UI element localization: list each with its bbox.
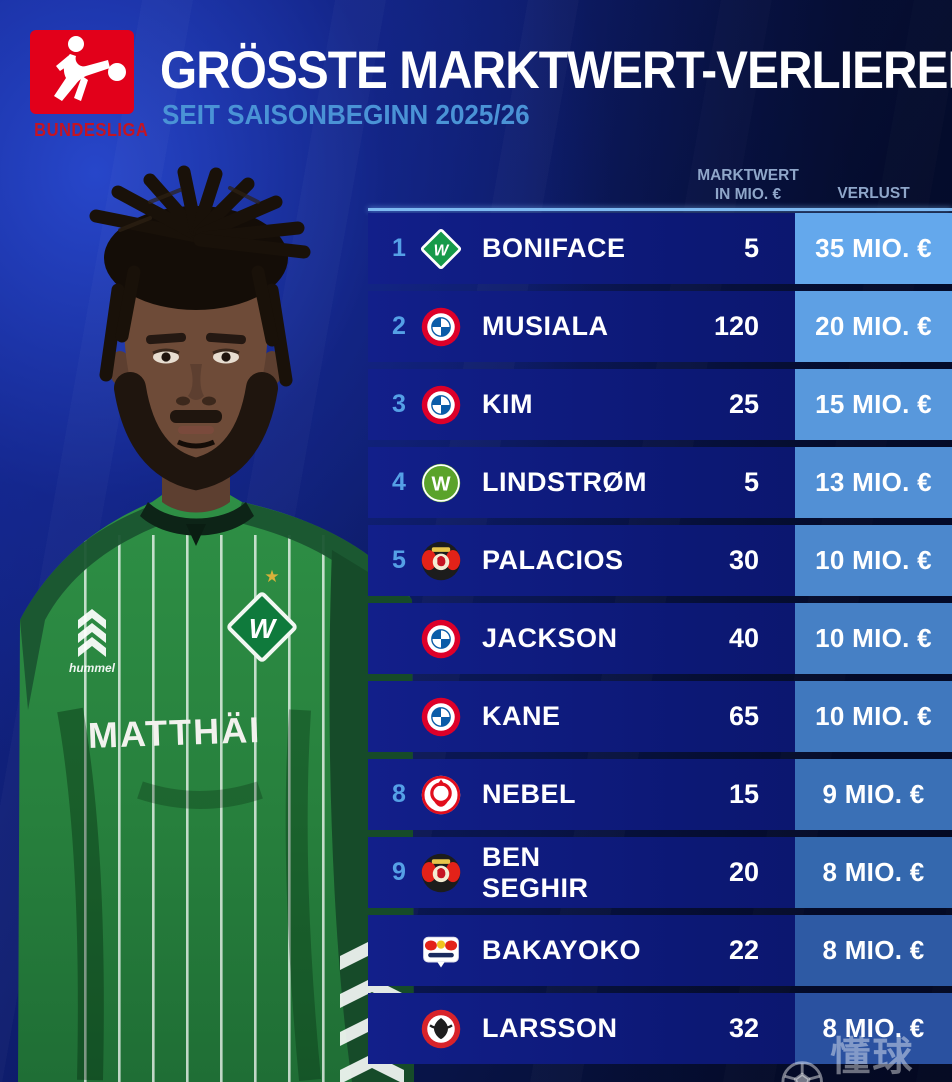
market-value: 15 <box>728 779 759 809</box>
football-icon <box>781 1061 823 1082</box>
bayern-muenchen-logo-icon <box>412 695 470 739</box>
hummel-logo-icon: hummel <box>69 609 116 675</box>
table-row: 5 PALACIOS 30 10 MIO. € <box>368 525 952 596</box>
watermark: 懂球帝 <box>780 1024 952 1082</box>
page-title: GRÖSSTE MARKTWERT-VERLIERER <box>160 41 952 100</box>
table-rows: 1 W BONIFACE 5 35 MIO. € 2 MUSIALA 120 2… <box>368 213 952 1064</box>
market-value: 40 <box>728 623 759 653</box>
player-name: KIM <box>482 389 533 419</box>
market-value: 20 <box>728 857 759 887</box>
svg-text:W: W <box>431 473 450 495</box>
player-name: NEBEL <box>482 779 577 809</box>
table-row: 2 MUSIALA 120 20 MIO. € <box>368 291 952 362</box>
loss-cell: 20 MIO. € <box>795 291 952 362</box>
market-value: 65 <box>728 701 759 731</box>
player-name: MUSIALA <box>482 311 609 341</box>
rb-leipzig-logo-icon <box>412 929 470 973</box>
eintracht-frankfurt-logo-icon <box>412 1007 470 1051</box>
loss-cell: 13 MIO. € <box>795 447 952 518</box>
bayern-muenchen-logo-icon <box>412 617 470 661</box>
market-value-table: MARKTWERT IN MIO. € VERLUST 1 W BONIFACE… <box>368 166 952 1064</box>
market-value: 25 <box>728 389 759 419</box>
vfl-wolfsburg-logo-icon: W <box>412 461 470 505</box>
table-row: KANE 65 10 MIO. € <box>368 681 952 752</box>
player-name: JACKSON <box>482 623 618 653</box>
werder-bremen-logo-icon: W <box>412 227 470 271</box>
loss-cell: 8 MIO. € <box>795 837 952 908</box>
svg-text:W: W <box>249 613 278 644</box>
table-row: 4 W LINDSTRØM 5 13 MIO. € <box>368 447 952 518</box>
werder-badge-icon: ★ W <box>227 567 297 662</box>
dreadlocks <box>89 165 311 387</box>
jersey-collar <box>140 502 254 536</box>
table-row: 1 W BONIFACE 5 35 MIO. € <box>368 213 952 284</box>
table-header: MARKTWERT IN MIO. € VERLUST <box>368 166 952 208</box>
loss-cell: 9 MIO. € <box>795 759 952 830</box>
player-name: PALACIOS <box>482 545 624 575</box>
market-value: 22 <box>728 935 759 965</box>
loss-cell: 10 MIO. € <box>795 525 952 596</box>
market-value: 120 <box>713 311 759 341</box>
svg-text:W: W <box>434 242 450 259</box>
table-row: 8 NEBEL 15 9 MIO. € <box>368 759 952 830</box>
loss-cell: 8 MIO. € <box>795 993 952 1064</box>
market-value: 30 <box>728 545 759 575</box>
rank-label: 8 <box>392 780 406 808</box>
table-row: 3 KIM 25 15 MIO. € <box>368 369 952 440</box>
rank-label: 2 <box>392 312 406 340</box>
player-name: BEN SEGHIR <box>482 841 589 903</box>
player-name: KANE <box>482 701 561 731</box>
bundesliga-logo-icon: BUNDESLIGA <box>30 30 149 142</box>
rank-label: 1 <box>392 234 406 262</box>
player-name: BAKAYOKO <box>482 935 642 965</box>
column-header-marktwert: MARKTWERT IN MIO. € <box>697 167 799 203</box>
table-row: BAKAYOKO 22 8 MIO. € <box>368 915 952 986</box>
bayern-muenchen-logo-icon <box>412 305 470 349</box>
table-row: JACKSON 40 10 MIO. € <box>368 603 952 674</box>
player-photo: hummel ★ W MATTHÄI <box>18 165 414 1082</box>
rank-label: 4 <box>392 468 406 496</box>
jersey-sponsor-text: MATTHÄI <box>87 709 262 756</box>
rank-label: 5 <box>392 546 406 574</box>
loss-cell: 35 MIO. € <box>795 213 952 284</box>
loss-cell: 10 MIO. € <box>795 603 952 674</box>
loss-cell: 10 MIO. € <box>795 681 952 752</box>
market-value: 32 <box>728 1013 759 1043</box>
bundesliga-logo-box <box>30 30 134 114</box>
market-value: 5 <box>743 467 759 497</box>
player-name: BONIFACE <box>482 233 626 263</box>
face-features <box>114 332 278 491</box>
player-name: LINDSTRØM <box>482 467 647 497</box>
rank-label: 9 <box>392 858 406 886</box>
column-header-verlust: VERLUST <box>837 185 910 202</box>
player-name: LARSSON <box>482 1013 618 1043</box>
bayer-leverkusen-logo-icon <box>412 851 470 895</box>
rank-label: 3 <box>392 390 406 418</box>
table-row: LARSSON 32 8 MIO. € <box>368 993 952 1064</box>
loss-cell: 15 MIO. € <box>795 369 952 440</box>
bayer-leverkusen-logo-icon <box>412 539 470 583</box>
market-value: 5 <box>743 233 759 263</box>
loss-cell: 8 MIO. € <box>795 915 952 986</box>
watermark-text: 懂球帝 <box>830 1035 915 1079</box>
bundesliga-wordmark: BUNDESLIGA <box>34 120 149 140</box>
svg-text:hummel: hummel <box>69 661 116 675</box>
mainz-05-logo-icon <box>412 773 470 817</box>
bayern-muenchen-logo-icon <box>412 383 470 427</box>
table-top-border <box>368 208 952 211</box>
svg-text:★: ★ <box>264 567 279 586</box>
page-subtitle: SEIT SAISONBEGINN 2025/26 <box>162 99 530 130</box>
table-row: 9 BEN SEGHIR 20 8 MIO. € <box>368 837 952 908</box>
